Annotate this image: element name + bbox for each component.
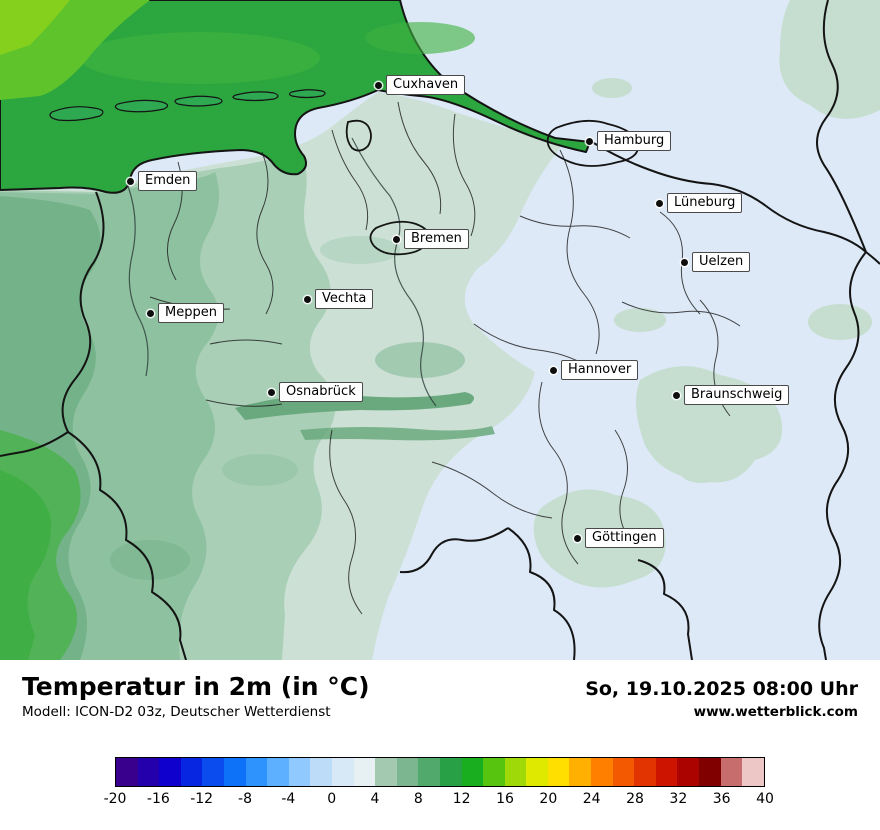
- city-dot: [304, 296, 311, 303]
- colorbar-segment: [159, 758, 181, 786]
- colorbar-tick-label: 12: [452, 791, 471, 807]
- temperature-map: Cuxhaven Hamburg Emden Lüneburg Bremen Uelzen…: [0, 0, 880, 660]
- city-label: Hannover: [561, 360, 639, 380]
- colorbar-tick-label: 24: [582, 791, 601, 807]
- colorbar-segment: [396, 758, 419, 786]
- city-dot: [550, 367, 557, 374]
- footer-title-row: Temperatur in 2m (in °C) So, 19.10.2025 …: [0, 660, 880, 701]
- colorbar-segment: [699, 758, 721, 786]
- city-label: Uelzen: [692, 252, 751, 272]
- colorbar-segment: [267, 758, 289, 786]
- city-dot: [586, 138, 593, 145]
- colorbar-tick-label: 4: [370, 791, 380, 807]
- city-label: Lüneburg: [667, 193, 743, 213]
- colorbar-segment: [569, 758, 592, 786]
- colorbar-segment: [677, 758, 700, 786]
- enclave-borders: [345, 119, 640, 256]
- colorbar-tick-label: 16: [496, 791, 514, 807]
- colorbar-segment: [591, 758, 613, 786]
- city-dot: [393, 236, 400, 243]
- colorbar-segment: [547, 758, 570, 786]
- colorbar-segment: [353, 758, 376, 786]
- colorbar-tick-label: -8: [238, 791, 252, 807]
- colorbar-segment: [310, 758, 332, 786]
- map-svg: [0, 0, 880, 660]
- city-label: Hamburg: [597, 131, 672, 151]
- city-label: Meppen: [158, 303, 224, 323]
- city-dot: [127, 178, 134, 185]
- rivers: [127, 137, 437, 407]
- colorbar-segment: [418, 758, 440, 786]
- city-label: Braunschweig: [684, 385, 790, 405]
- colorbar-segment: [634, 758, 656, 786]
- colorbar: [115, 757, 765, 787]
- colorbar-tick-label: 8: [413, 791, 423, 807]
- city-dot: [656, 200, 663, 207]
- colorbar-tick-label: -4: [281, 791, 296, 807]
- city-label: Osnabrück: [279, 382, 363, 402]
- colorbar-segment: [483, 758, 505, 786]
- colorbar-segment: [742, 758, 764, 786]
- colorbar-segment: [504, 758, 527, 786]
- city-markers-layer: Cuxhaven Hamburg Emden Lüneburg Bremen Uelzen…: [127, 75, 790, 548]
- colorbar-segment: [288, 758, 311, 786]
- model-info: Modell: ICON-D2 03z, Deutscher Wetterdie…: [22, 704, 331, 720]
- islands: [49, 89, 326, 122]
- colorbar-tick-label: 32: [669, 791, 688, 807]
- colorbar-tick-label: 36: [712, 791, 731, 807]
- colorbar-segment: [202, 758, 224, 786]
- colorbar-segment: [116, 758, 138, 786]
- city-label: Bremen: [404, 229, 469, 249]
- colorbar-segment: [245, 758, 268, 786]
- colorbar-segment: [655, 758, 678, 786]
- colorbar-segment: [180, 758, 203, 786]
- colorbar-segment: [223, 758, 246, 786]
- colorbar-segment: [375, 758, 397, 786]
- colorbar-tick-label: 40: [756, 791, 774, 807]
- footer-panel: Temperatur in 2m (in °C) So, 19.10.2025 …: [0, 660, 880, 830]
- colorbar-segment: [331, 758, 354, 786]
- colorbar-segment: [612, 758, 635, 786]
- colorbar-tick-label: 28: [626, 791, 644, 807]
- city-label: Cuxhaven: [386, 75, 466, 95]
- footer-meta-row: Modell: ICON-D2 03z, Deutscher Wetterdie…: [0, 701, 880, 720]
- city-dot: [681, 259, 688, 266]
- colorbar-segment: [526, 758, 548, 786]
- page-title: Temperatur in 2m (in °C): [22, 672, 370, 701]
- colorbar-tick-label: 0: [327, 791, 337, 807]
- colorbar-tick-label: -12: [190, 791, 214, 807]
- colorbar-tick-label: -16: [146, 791, 170, 807]
- city-dot: [268, 389, 275, 396]
- city-dot: [375, 82, 382, 89]
- colorbar-segment: [720, 758, 743, 786]
- city-dot: [673, 392, 680, 399]
- city-label: Göttingen: [585, 528, 664, 548]
- city-dot: [147, 310, 154, 317]
- colorbar-tick-label: 20: [539, 791, 558, 807]
- city-label: Emden: [138, 171, 198, 191]
- city-label: Vechta: [315, 289, 374, 309]
- valid-datetime: So, 19.10.2025 08:00 Uhr: [585, 678, 858, 700]
- temperature-scale: -20 -16 -12 -8 -4 0 4 8 12 16 20 24 28 32 36 40: [104, 757, 774, 811]
- colorbar-segment: [461, 758, 484, 786]
- east-green-patches: [533, 0, 880, 588]
- colorbar-tick-label: -20: [103, 791, 127, 807]
- colorbar-ticks: -20 -16 -12 -8 -4 0 4 8 12 16 20 24 28 32 36 40: [104, 791, 774, 811]
- website-link: www.wetterblick.com: [693, 704, 858, 720]
- colorbar-segment: [439, 758, 462, 786]
- state-borders: [0, 0, 880, 660]
- city-dot: [574, 535, 581, 542]
- colorbar-segment: [137, 758, 160, 786]
